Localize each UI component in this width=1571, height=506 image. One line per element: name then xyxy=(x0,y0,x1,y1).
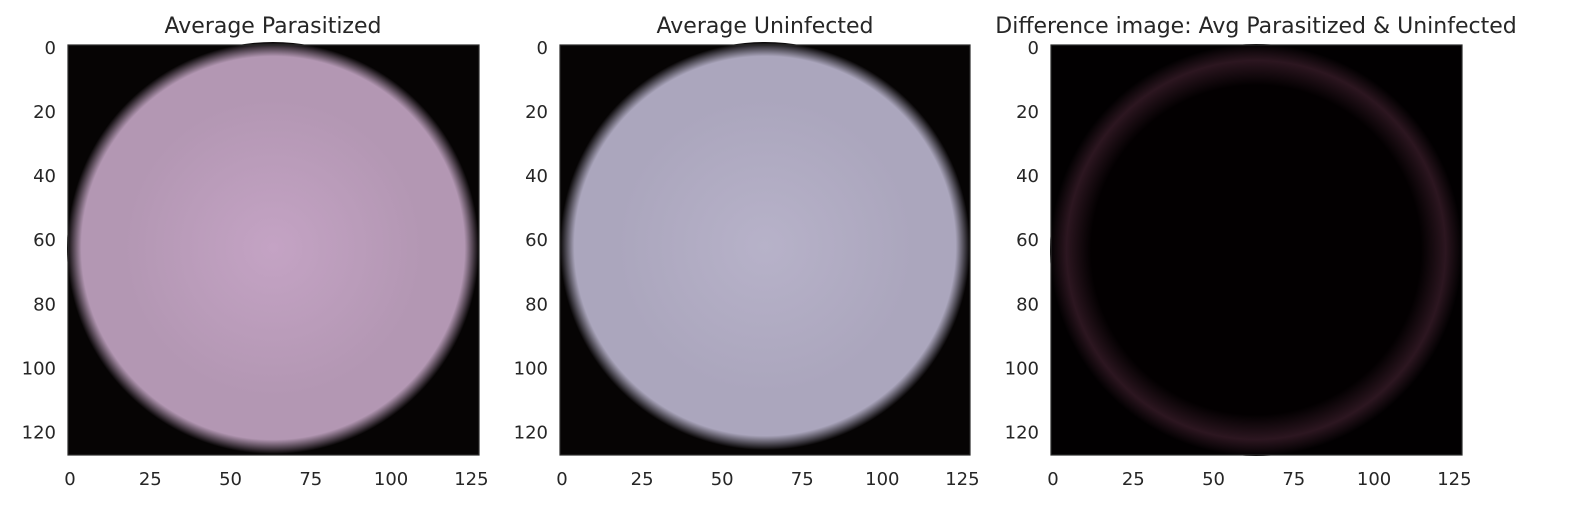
x-tick-label: 75 xyxy=(299,469,322,490)
y-tick-label: 100 xyxy=(22,358,56,379)
x-tick-label: 125 xyxy=(454,469,488,490)
x-tick-label: 125 xyxy=(1437,469,1471,490)
x-tick-label: 125 xyxy=(945,469,979,490)
x-tick-labels: 0 25 50 75 100 125 xyxy=(64,469,488,490)
x-tick-label: 75 xyxy=(1282,469,1305,490)
y-tick-label: 60 xyxy=(33,230,56,251)
x-tick-labels: 0 25 50 75 100 125 xyxy=(1047,469,1471,490)
panel-difference-image: Difference image: Avg Parasitized & Unin… xyxy=(995,14,1516,490)
y-tick-labels: 0 20 40 60 80 100 120 xyxy=(1005,38,1039,443)
y-tick-label: 60 xyxy=(525,230,548,251)
y-tick-label: 120 xyxy=(1005,422,1039,443)
y-tick-label: 20 xyxy=(33,102,56,123)
x-tick-label: 100 xyxy=(865,469,899,490)
x-tick-label: 0 xyxy=(1047,469,1058,490)
y-tick-label: 80 xyxy=(33,294,56,315)
panel-title: Average Uninfected xyxy=(657,14,874,39)
panel-average-parasitized: Average Parasitized 0 25 50 75 100 125 0 20 40 6… xyxy=(22,14,489,490)
y-tick-label: 80 xyxy=(1016,294,1039,315)
y-tick-label: 0 xyxy=(1028,38,1039,59)
y-tick-label: 100 xyxy=(514,358,548,379)
y-tick-labels: 0 20 40 60 80 100 120 xyxy=(22,38,56,443)
y-tick-label: 40 xyxy=(33,166,56,187)
x-tick-label: 0 xyxy=(556,469,567,490)
y-tick-label: 60 xyxy=(1016,230,1039,251)
y-tick-label: 0 xyxy=(537,38,548,59)
difference-image xyxy=(1050,44,1462,456)
x-tick-label: 0 xyxy=(64,469,75,490)
y-tick-label: 40 xyxy=(1016,166,1039,187)
panel-title: Difference image: Avg Parasitized & Unin… xyxy=(995,14,1516,39)
y-tick-label: 80 xyxy=(525,294,548,315)
cell-image xyxy=(67,42,479,454)
x-tick-label: 25 xyxy=(1122,469,1145,490)
x-tick-label: 100 xyxy=(1357,469,1391,490)
y-tick-label: 20 xyxy=(525,102,548,123)
x-tick-label: 25 xyxy=(139,469,162,490)
y-tick-label: 100 xyxy=(1005,358,1039,379)
x-tick-label: 50 xyxy=(711,469,734,490)
y-tick-labels: 0 20 40 60 80 100 120 xyxy=(514,38,548,443)
cell-image xyxy=(560,42,970,450)
x-tick-label: 75 xyxy=(791,469,814,490)
x-tick-label: 25 xyxy=(631,469,654,490)
x-tick-labels: 0 25 50 75 100 125 xyxy=(556,469,979,490)
panel-average-uninfected: Average Uninfected 0 25 50 75 100 125 0 20 40 60… xyxy=(514,14,980,490)
x-tick-label: 50 xyxy=(219,469,242,490)
y-tick-label: 20 xyxy=(1016,102,1039,123)
y-tick-label: 40 xyxy=(525,166,548,187)
panel-title: Average Parasitized xyxy=(165,14,382,39)
axes-frame xyxy=(559,44,971,456)
y-tick-label: 120 xyxy=(22,422,56,443)
axes-frame xyxy=(1050,44,1463,456)
x-tick-label: 100 xyxy=(374,469,408,490)
axes-frame xyxy=(67,44,480,456)
y-tick-label: 0 xyxy=(45,38,56,59)
x-tick-label: 50 xyxy=(1202,469,1225,490)
y-tick-label: 120 xyxy=(514,422,548,443)
